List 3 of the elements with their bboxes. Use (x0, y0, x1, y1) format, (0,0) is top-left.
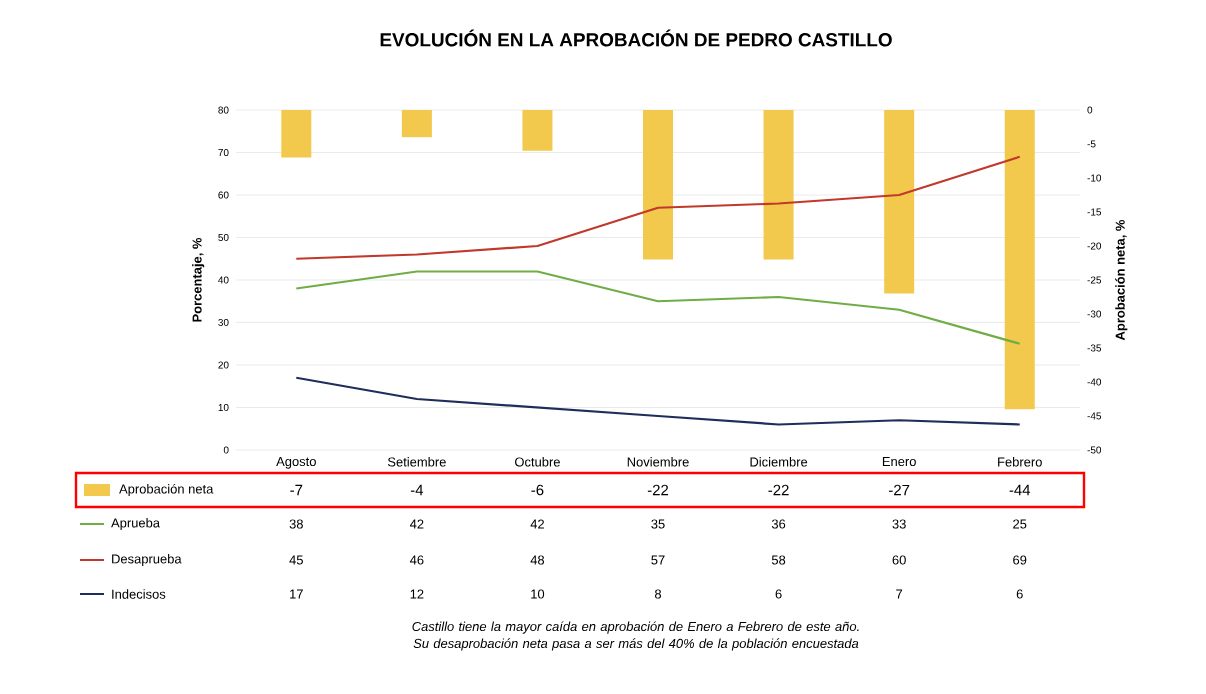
line-series (295, 270, 1021, 345)
line-series (295, 155, 1021, 260)
chart-title: EVOLUCIÓN EN LA APROBACIÓN DE PEDRO CASTILLO (380, 29, 892, 47)
